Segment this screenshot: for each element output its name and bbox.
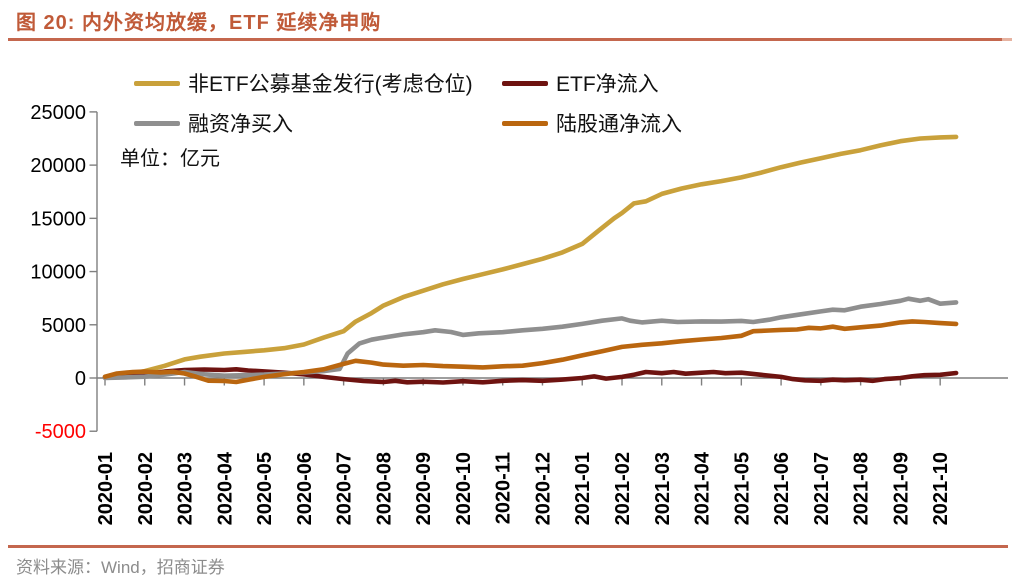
x-tick-label: 2020-08 [373, 452, 395, 525]
x-tick-label: 2020-02 [135, 452, 157, 525]
legend-swatch-icon [134, 80, 180, 86]
y-tick-label: 15000 [30, 208, 86, 230]
legend-item-etf-net-inflow: ETF净流入 [502, 68, 659, 98]
x-tick-label: 2020-09 [413, 452, 435, 525]
y-tick-label: -5000 [35, 421, 86, 443]
legend-label: 非ETF公募基金发行(考虑仓位) [188, 73, 473, 96]
x-tick-label: 2020-12 [532, 452, 554, 525]
x-tick-label: 2021-09 [890, 452, 912, 525]
title-rule [8, 38, 1008, 41]
series-line-陆股通净流入 [102, 319, 959, 385]
x-tick-label: 2021-04 [692, 451, 714, 525]
x-tick-label: 2021-08 [851, 452, 873, 525]
legend-item-margin-net-buying: 融资净买入 [134, 108, 293, 138]
chart-canvas: -5000 0 5000 10000 15000 20000 25000 2020-01 202… [30, 102, 1008, 525]
x-tick-label: 2021-10 [930, 452, 952, 525]
legend-label: 融资净买入 [188, 113, 293, 136]
x-tick-label: 2020-04 [214, 451, 236, 525]
legend-item-non-etf-fund-issuance: 非ETF公募基金发行(考虑仓位) [134, 68, 473, 98]
x-tick-label: 2020-11 [493, 452, 515, 524]
y-tick-label: 0 [75, 368, 86, 390]
x-tick-label: 2020-10 [453, 452, 475, 525]
series-line-ETF净流入 [102, 366, 959, 385]
title-rule-tail [1002, 38, 1012, 41]
legend-item-northbound-net-inflow: 陆股通净流入 [502, 108, 682, 138]
x-tick-label: 2021-02 [612, 452, 634, 525]
x-tick-label: 2020-03 [175, 452, 197, 525]
legend-swatch-icon [502, 120, 548, 126]
x-tick-label: 2021-05 [731, 452, 753, 525]
y-tick-label: 10000 [30, 262, 86, 284]
series-line-非ETF公募基金发行(考虑仓位) [102, 134, 959, 380]
x-tick-label: 2020-05 [254, 452, 276, 525]
x-tick-label: 2020-01 [95, 452, 117, 525]
figure-title: 图 20: 内外资均放缓，ETF 延续净申购 [16, 12, 382, 34]
y-tick-label: 5000 [42, 315, 87, 337]
source-rule [8, 545, 1008, 548]
unit-label: 单位：亿元 [120, 148, 220, 170]
x-tick-label: 2021-06 [771, 452, 793, 525]
x-tick-label: 2021-07 [811, 452, 833, 525]
x-tick-label: 2020-06 [294, 452, 316, 525]
x-tick-label: 2021-01 [572, 452, 594, 525]
x-tick-label: 2020-07 [334, 452, 356, 525]
legend-label: 陆股通净流入 [556, 113, 682, 136]
legend-swatch-icon [502, 80, 548, 86]
y-tick-label: 25000 [30, 102, 86, 124]
legend-label: ETF净流入 [556, 73, 659, 96]
x-tick-label: 2021-03 [652, 452, 674, 525]
legend-swatch-icon [134, 120, 180, 126]
y-tick-label: 20000 [30, 155, 86, 177]
source-text: 资料来源：Wind，招商证券 [16, 558, 225, 577]
